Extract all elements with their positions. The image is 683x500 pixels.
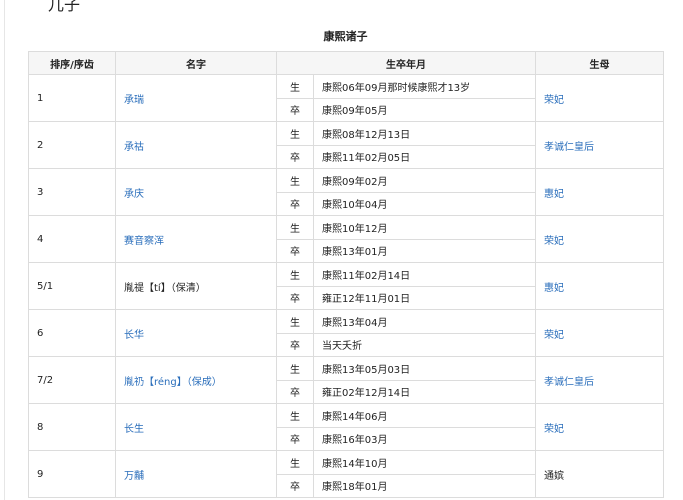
death-date: 康熙16年03月 [313, 426, 536, 451]
row-death: 卒康熙09年05月 [29, 97, 664, 122]
table-body: 1 承瑞生康熙06年09月那时候康熙才13岁 荣妃卒康熙09年05月 2 承祜生康熙08… [28, 74, 664, 498]
row-death: 卒雍正12年11月01日 [29, 285, 664, 310]
row-birth: 5/1 胤禔【tí】（保清）生康熙11年02月14日 惠妃 [28, 262, 664, 310]
birth-date: 康熙09年02月 [313, 168, 536, 193]
row-birth: 7/2 胤礽【réng】（保成）生康熙13年05月03日 孝诚仁皇后 [28, 356, 664, 404]
row-death: 卒康熙16年03月 [29, 426, 664, 451]
birth-label: 生 [276, 168, 314, 193]
name-cell[interactable]: 长生 [115, 403, 277, 451]
page-edge [4, 0, 5, 500]
birth-date: 康熙14年10月 [313, 450, 536, 475]
column-header: 生母 [535, 51, 664, 75]
section-heading: 儿子 [48, 0, 81, 14]
rank-cell: 2 [28, 121, 116, 169]
death-date: 康熙09年05月 [313, 97, 536, 122]
mother-cell[interactable]: 惠妃 [535, 262, 664, 310]
birth-date: 康熙10年12月 [313, 215, 536, 240]
death-date: 雍正02年12月14日 [313, 379, 536, 404]
birth-label: 生 [276, 356, 314, 381]
birth-label: 生 [276, 403, 314, 428]
rank-cell: 8 [28, 403, 116, 451]
birth-label: 生 [276, 450, 314, 475]
death-date: 当天夭折 [313, 332, 536, 357]
birth-date: 康熙14年06月 [313, 403, 536, 428]
row-death: 卒当天夭折 [29, 332, 664, 357]
death-date: 康熙13年01月 [313, 238, 536, 263]
name-cell[interactable]: 承瑞 [115, 74, 277, 122]
birth-label: 生 [276, 121, 314, 146]
name-cell[interactable]: 长华 [115, 309, 277, 357]
death-label: 卒 [276, 97, 314, 122]
rank-cell: 7/2 [28, 356, 116, 404]
mother-cell[interactable]: 孝诚仁皇后 [535, 356, 664, 404]
rank-cell: 1 [28, 74, 116, 122]
row-birth: 6 长华生康熙13年04月 荣妃 [28, 309, 664, 357]
death-label: 卒 [276, 285, 314, 310]
death-date: 雍正12年11月01日 [313, 285, 536, 310]
column-header: 名字 [115, 51, 277, 75]
rank-cell: 9 [28, 450, 116, 498]
birth-label: 生 [276, 262, 314, 287]
column-header: 生卒年月 [276, 51, 536, 75]
birth-date: 康熙13年04月 [313, 309, 536, 334]
row-birth: 8 长生生康熙14年06月 荣妃 [28, 403, 664, 451]
birth-date: 康熙13年05月03日 [313, 356, 536, 381]
birth-date: 康熙08年12月13日 [313, 121, 536, 146]
row-death: 卒雍正02年12月14日 [29, 379, 664, 404]
mother-cell[interactable]: 孝诚仁皇后 [535, 121, 664, 169]
row-birth: 2 承祜生康熙08年12月13日 孝诚仁皇后 [28, 121, 664, 169]
name-cell: 胤禔【tí】（保清） [115, 262, 277, 310]
birth-label: 生 [276, 215, 314, 240]
death-label: 卒 [276, 238, 314, 263]
rank-cell: 4 [28, 215, 116, 263]
sons-table: 排序/序齿 名字 生卒年月 生母 1 承瑞生康熙06年09月那时候康熙才13岁 荣妃卒康熙… [28, 51, 664, 498]
death-date: 康熙18年01月 [313, 473, 536, 498]
column-header: 排序/序齿 [28, 51, 116, 75]
row-death: 卒康熙13年01月 [29, 238, 664, 263]
rank-cell: 6 [28, 309, 116, 357]
name-cell[interactable]: 胤礽【réng】（保成） [115, 356, 277, 404]
mother-cell: 通嫔 [535, 450, 664, 498]
death-date: 康熙10年04月 [313, 191, 536, 216]
rank-cell: 3 [28, 168, 116, 216]
name-cell[interactable]: 承庆 [115, 168, 277, 216]
row-death: 卒康熙18年01月 [29, 473, 664, 498]
death-label: 卒 [276, 426, 314, 451]
birth-label: 生 [276, 74, 314, 99]
death-label: 卒 [276, 191, 314, 216]
table-caption: 康熙诸子 [323, 30, 368, 43]
death-label: 卒 [276, 473, 314, 498]
death-date: 康熙11年02月05日 [313, 144, 536, 169]
mother-cell[interactable]: 荣妃 [535, 215, 664, 263]
mother-cell[interactable]: 荣妃 [535, 403, 664, 451]
row-death: 卒康熙10年04月 [29, 191, 664, 216]
row-birth: 4 赛音察浑生康熙10年12月 荣妃 [28, 215, 664, 263]
row-birth: 9 万黼生康熙14年10月 通嫔 [28, 450, 664, 498]
birth-date: 康熙11年02月14日 [313, 262, 536, 287]
birth-label: 生 [276, 309, 314, 334]
name-cell[interactable]: 承祜 [115, 121, 277, 169]
death-label: 卒 [276, 144, 314, 169]
row-birth: 3 承庆生康熙09年02月 惠妃 [28, 168, 664, 216]
row-birth: 1 承瑞生康熙06年09月那时候康熙才13岁 荣妃 [28, 74, 664, 122]
mother-cell[interactable]: 惠妃 [535, 168, 664, 216]
header-row: 排序/序齿 名字 生卒年月 生母 [28, 51, 664, 75]
death-label: 卒 [276, 332, 314, 357]
mother-cell[interactable]: 荣妃 [535, 74, 664, 122]
row-death: 卒康熙11年02月05日 [29, 144, 664, 169]
birth-date: 康熙06年09月那时候康熙才13岁 [313, 74, 536, 99]
mother-cell[interactable]: 荣妃 [535, 309, 664, 357]
name-cell[interactable]: 赛音察浑 [115, 215, 277, 263]
death-label: 卒 [276, 379, 314, 404]
name-cell[interactable]: 万黼 [115, 450, 277, 498]
rank-cell: 5/1 [28, 262, 116, 310]
